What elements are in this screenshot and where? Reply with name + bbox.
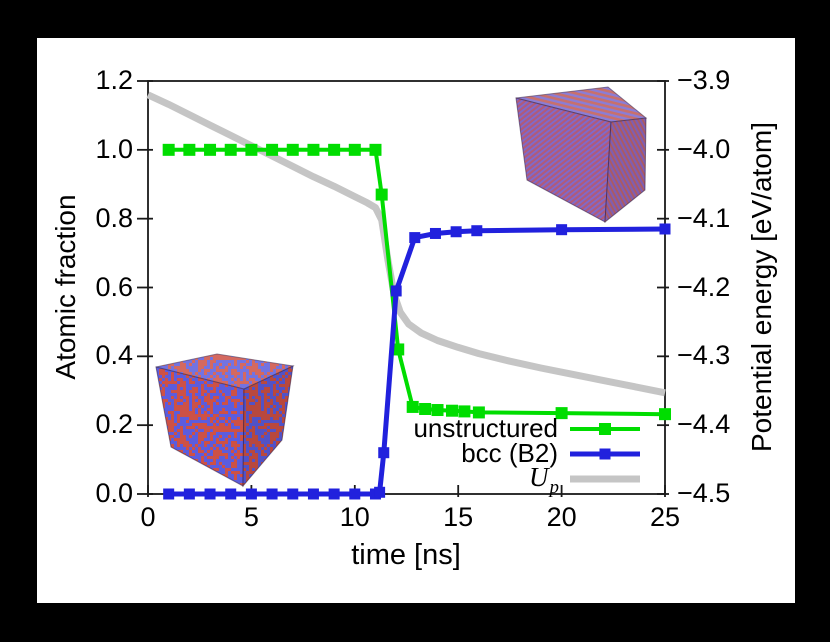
data-point-marker [267, 489, 278, 500]
y-right-tick-label: −4.5 [677, 480, 772, 507]
data-point-marker [287, 489, 298, 500]
y-left-tick-label: 0.0 [53, 480, 133, 507]
y-right-tick-label: −4.3 [677, 342, 772, 369]
data-point-marker [204, 144, 216, 156]
y-right-tick-label: −3.9 [677, 67, 772, 94]
x-tick-label: 10 [315, 504, 395, 531]
legend-item-bcc-b2: bcc (B2) [342, 441, 642, 466]
x-axis-title: time [ns] [256, 540, 556, 570]
legend-sample-marker [599, 423, 611, 435]
legend: unstructured bcc (B2) Up [342, 416, 642, 491]
data-point-marker [308, 489, 319, 500]
cube-shade-right [605, 118, 646, 222]
y-left-tick-label: 0.6 [53, 274, 133, 301]
legend-sample-bcc [568, 442, 642, 466]
data-point-marker [245, 144, 257, 156]
data-point-marker [163, 489, 174, 500]
y-left-tick-label: 0.2 [53, 411, 133, 438]
data-point-marker [183, 144, 195, 156]
x-tick-label: 0 [108, 504, 188, 531]
data-point-marker [163, 144, 175, 156]
data-point-marker [660, 223, 671, 234]
legend-item-up: Up [342, 466, 642, 491]
x-tick-label: 5 [211, 504, 291, 531]
y-left-tick-label: 1.0 [53, 136, 133, 163]
x-tick-label: 15 [418, 504, 498, 531]
inset-unstructured-cube [156, 354, 293, 486]
data-point-marker [205, 489, 216, 500]
data-point-marker [409, 232, 420, 243]
data-point-marker [376, 189, 388, 201]
data-point-marker [266, 144, 278, 156]
data-point-marker [471, 225, 482, 236]
data-point-marker [556, 224, 567, 235]
inset-b2-cube [516, 87, 646, 222]
y-right-tick-label: −4.0 [677, 136, 772, 163]
legend-sample-unstructured [568, 417, 642, 441]
data-point-marker [328, 144, 340, 156]
data-point-marker [225, 144, 237, 156]
x-tick-label: 20 [522, 504, 602, 531]
legend-label: Up [529, 465, 558, 493]
y-left-tick-label: 0.4 [53, 342, 133, 369]
legend-sample-up [568, 467, 642, 491]
data-point-marker [369, 144, 381, 156]
y-right-tick-label: −4.1 [677, 205, 772, 232]
legend-sample-marker [600, 448, 611, 459]
data-point-marker [407, 401, 419, 413]
data-point-marker [391, 285, 402, 296]
data-point-marker [287, 144, 299, 156]
data-point-marker [184, 489, 195, 500]
y-right-tick-label: −4.2 [677, 274, 772, 301]
legend-label-subscript: p [550, 477, 560, 498]
figure-canvas: Atomic fraction Potential energy [eV/ato… [0, 0, 830, 642]
data-point-marker [659, 408, 671, 420]
data-point-marker [349, 144, 361, 156]
y-left-tick-label: 1.2 [53, 67, 133, 94]
legend-label-main: U [529, 462, 549, 492]
x-tick-label: 25 [625, 504, 705, 531]
data-point-marker [329, 489, 340, 500]
data-point-marker [307, 144, 319, 156]
y-left-tick-label: 0.8 [53, 205, 133, 232]
y-right-tick-label: −4.4 [677, 411, 772, 438]
data-point-marker [430, 228, 441, 239]
data-point-marker [246, 489, 257, 500]
data-point-marker [225, 489, 236, 500]
data-point-marker [451, 226, 462, 237]
